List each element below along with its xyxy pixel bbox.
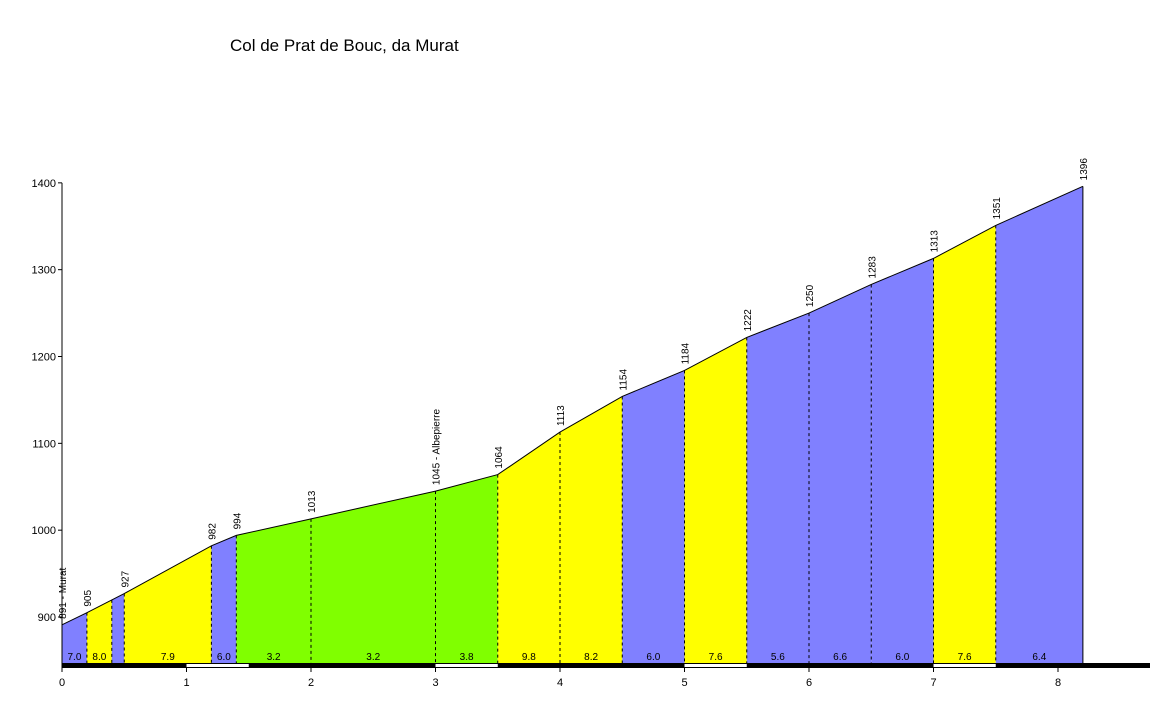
- gradient-label-12: 5.6: [771, 652, 785, 663]
- y-tick-label-1100: 1100: [32, 438, 56, 450]
- gradient-segment-15: [933, 225, 996, 663]
- gradient-segment-3: [124, 545, 212, 663]
- x-tick-label-6: 6: [806, 677, 812, 689]
- gradient-label-4: 6.0: [217, 652, 231, 663]
- gradient-segment-11: [684, 337, 747, 663]
- gradient-segment-10: [622, 370, 685, 663]
- gradient-label-9: 8.2: [584, 652, 598, 663]
- gradient-label-16: 6.4: [1032, 652, 1046, 663]
- distance-bar-block-4: [684, 664, 747, 667]
- elevation-label-9: 1154: [618, 369, 629, 391]
- distance-bar-block-2: [435, 664, 498, 667]
- profile-line: [61, 185, 1084, 626]
- gradient-segment-16: [995, 186, 1083, 664]
- y-tick-label-1000: 1000: [32, 525, 56, 537]
- gradient-label-3: 7.9: [161, 652, 175, 663]
- elevation-label-14: 1313: [930, 230, 941, 253]
- elevation-label-8: 1113: [556, 405, 567, 426]
- x-tick-label-3: 3: [432, 677, 438, 689]
- gradient-label-0: 7.0: [67, 652, 81, 663]
- x-tick-label-5: 5: [681, 677, 687, 689]
- elevation-label-10: 1184: [681, 342, 692, 364]
- elevation-label-16: 1396: [1079, 158, 1090, 181]
- gradient-segment-1: [86, 599, 112, 663]
- elevation-label-13: 1283: [867, 256, 878, 279]
- chart-title: Col de Prat de Bouc, da Murat: [230, 36, 459, 55]
- gradient-segment-2: [111, 593, 125, 663]
- gradient-label-5: 3.2: [267, 652, 281, 663]
- gradient-label-1: 8.0: [92, 652, 106, 663]
- y-tick-label-900: 900: [38, 612, 56, 624]
- y-tick-label-1300: 1300: [32, 265, 56, 277]
- elevation-label-5: 1013: [307, 490, 318, 513]
- distance-bar: [62, 663, 1150, 668]
- elevation-label-12: 1250: [805, 284, 816, 307]
- elevation-label-11: 1222: [743, 309, 754, 332]
- elevation-label-6: 1045 - Albepierre: [432, 408, 443, 485]
- elevation-label-0: 891 - Murat: [58, 567, 69, 618]
- elevation-label-4: 994: [232, 512, 243, 529]
- gradient-segment-5: [236, 518, 311, 663]
- elevation-label-1: 905: [83, 590, 94, 607]
- gradient-segment-13: [809, 284, 872, 663]
- elevation-label-3: 982: [207, 523, 218, 540]
- gradient-segment-4: [211, 535, 237, 663]
- distance-bar-block-0: [186, 664, 249, 667]
- gradient-label-15: 7.6: [958, 652, 972, 663]
- gradient-label-7: 3.8: [460, 652, 474, 663]
- gradient-segment-7: [435, 474, 498, 663]
- gradient-segment-0: [62, 612, 87, 663]
- gradient-segment-14: [871, 258, 934, 663]
- elevation-label-15: 1351: [992, 197, 1003, 220]
- gradient-label-11: 7.6: [709, 652, 723, 663]
- x-tick-label-7: 7: [930, 677, 936, 689]
- x-tick-label-4: 4: [557, 677, 563, 689]
- gradient-label-14: 6.0: [895, 652, 909, 663]
- x-tick-label-8: 8: [1055, 677, 1061, 689]
- gradient-label-6: 3.2: [366, 652, 380, 663]
- gradient-label-13: 6.6: [833, 652, 847, 663]
- x-tick-label-2: 2: [308, 677, 314, 689]
- gradient-segment-12: [746, 313, 809, 663]
- distance-bar-block-6: [933, 664, 996, 667]
- y-tick-label-1400: 1400: [32, 178, 56, 190]
- gradient-segment-8: [497, 432, 560, 663]
- gradient-segment-6: [311, 491, 436, 663]
- gradient-segment-9: [560, 396, 623, 663]
- gradient-label-10: 6.0: [646, 652, 660, 663]
- x-tick-label-0: 0: [59, 677, 65, 689]
- x-tick-label-1: 1: [183, 677, 189, 689]
- elevation-label-2: 927: [120, 570, 131, 587]
- elevation-label-7: 1064: [494, 446, 505, 469]
- y-tick-label-1200: 1200: [32, 352, 56, 364]
- gradient-label-8: 9.8: [522, 652, 536, 663]
